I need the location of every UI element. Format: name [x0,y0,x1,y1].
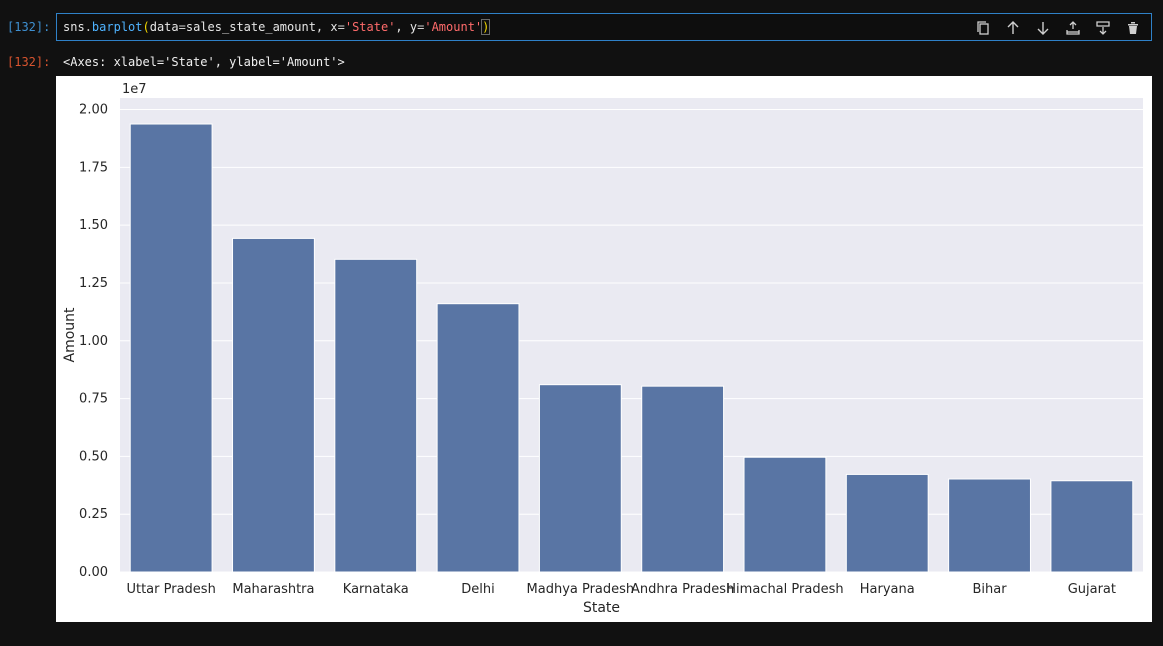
output-prompt: [132]: [7,55,51,69]
insert-above-icon [1066,21,1080,35]
code-cell-editor[interactable]: sns.barplot(data=sales_state_amount, x='… [56,13,1152,41]
y-tick-label: 1.75 [79,160,108,175]
bar [334,258,418,573]
y-tick-label: 0.75 [79,392,108,407]
y-tick-label: 1.50 [79,218,108,233]
bar [538,384,622,573]
code-sep2: , [395,20,410,34]
arrow-up-icon [1007,21,1019,34]
code-arg1-name: data [149,20,179,34]
copy-icon [977,21,989,35]
bar [845,473,929,573]
input-prompt: [132]: [7,20,51,34]
delete-button[interactable] [1123,18,1143,38]
x-tick-label: Andhra Pradesh [631,582,734,597]
code-dot: . [84,20,92,34]
insert-above-button[interactable] [1063,18,1083,38]
x-tick-label: Maharashtra [232,582,314,597]
y-tick-label: 2.00 [79,103,108,118]
output-text: <Axes: xlabel='State', ylabel='Amount'> [63,55,345,69]
code-arg2-name: x [330,20,338,34]
bar [232,237,315,573]
y-tick-label: 0.00 [79,565,108,580]
copy-button[interactable] [973,18,993,38]
code-line[interactable]: sns.barplot(data=sales_state_amount, x='… [63,19,491,35]
code-arg3-value: 'Amount' [424,20,483,34]
bar [641,385,725,573]
y-tick-label: 0.25 [79,507,108,522]
x-tick-label: Uttar Pradesh [126,582,215,597]
x-tick-label: Haryana [860,582,915,597]
code-eq2: = [337,20,345,34]
code-func: barplot [91,20,143,34]
move-down-button[interactable] [1033,18,1053,38]
bar [436,303,520,573]
code-arg3-name: y [409,20,418,34]
bar [948,478,1031,573]
code-var: sns [63,20,85,34]
x-tick-label: Karnataka [343,582,409,597]
code-close-paren: ) [481,19,491,35]
code-open-paren: ( [142,20,150,34]
y-axis-label: Amount [62,307,78,363]
x-tick-label: Madhya Pradesh [527,582,635,597]
code-arg1-value: sales_state_amount, [185,20,331,34]
delete-icon [1128,22,1138,34]
bar-chart: 0.00 0.25 0.50 0.75 1.00 1.25 1.50 1.75 2.00 1e7 U… [62,82,1143,616]
x-tick-label: Himachal Pradesh [726,582,843,597]
y-tick-label: 1.25 [79,276,108,291]
code-arg2-value: 'State' [344,20,396,34]
y-tick-label: 0.50 [79,449,108,464]
insert-below-icon [1096,21,1110,35]
bar [129,123,213,573]
x-tick-label: Delhi [461,582,494,597]
y-tick-label: 1.00 [79,334,108,349]
code-eq1: = [178,20,186,34]
bar [743,456,827,573]
cell-toolbar [973,18,1143,38]
plot-output: 0.00 0.25 0.50 0.75 1.00 1.25 1.50 1.75 2.00 1e7 U… [56,76,1152,622]
x-tick-label: Bihar [973,582,1008,597]
insert-below-button[interactable] [1093,18,1113,38]
arrow-down-icon [1037,22,1049,35]
y-offset-text: 1e7 [122,82,147,97]
x-axis-label: State [583,600,620,616]
x-tick-label: Gujarat [1068,582,1116,597]
bar [1050,480,1134,573]
move-up-button[interactable] [1003,18,1023,38]
code-eq3: = [417,20,425,34]
